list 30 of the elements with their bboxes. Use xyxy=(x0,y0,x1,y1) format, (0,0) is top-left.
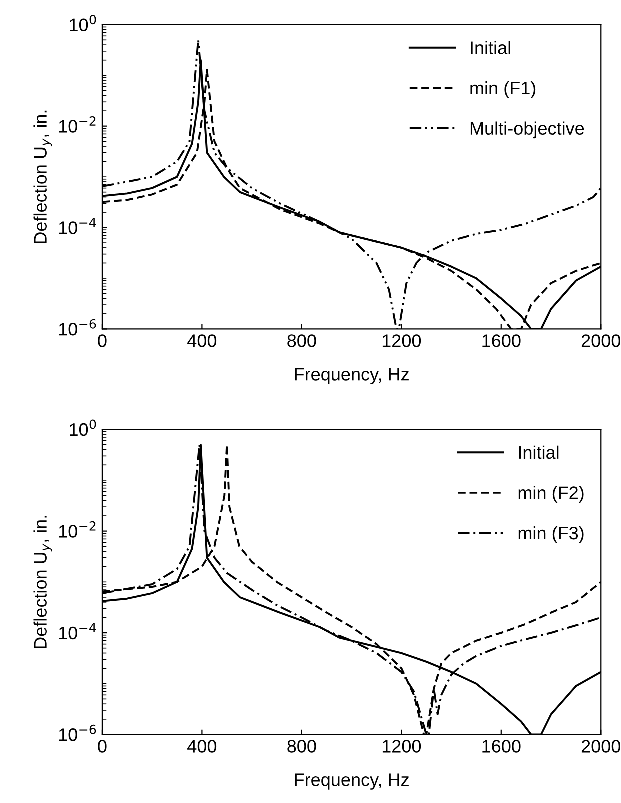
x-tick-label: 1200 xyxy=(382,740,422,753)
legend-label: min (F1) xyxy=(470,81,536,98)
y-tick-label: 10$^{0}$ xyxy=(70,420,96,436)
x-tick-label: 2000 xyxy=(582,334,621,348)
x-tick-label: 800 xyxy=(288,334,316,348)
y-tick-label: 10$^{−6}$ xyxy=(59,724,96,742)
x-tick-label: 800 xyxy=(288,740,316,753)
x-tick-label: 2000 xyxy=(582,740,621,753)
x-axis-title: Frequency, Hz xyxy=(295,774,409,790)
y-tick-label: 10$^{−6}$ xyxy=(59,319,96,336)
y-axis-title: Deflection U$_{y}$, in. xyxy=(34,110,52,244)
y-tick-label: 10$^{−2}$ xyxy=(59,521,96,538)
y-tick-label: 10$^{−4}$ xyxy=(59,623,96,640)
x-tick-label: 400 xyxy=(188,740,217,753)
x-tick-label: 1200 xyxy=(382,334,422,348)
legend-label: Multi-objective xyxy=(470,122,584,139)
y-tick-label: 10$^{0}$ xyxy=(70,15,96,32)
x-tick-label: 400 xyxy=(188,334,217,348)
x-axis-title: Frequency, Hz xyxy=(295,368,409,384)
legend-label: Initial xyxy=(471,41,510,54)
legend-label: min (F2) xyxy=(518,486,584,503)
x-tick-label: 0 xyxy=(98,334,107,348)
x-tick-label: 1600 xyxy=(482,334,521,348)
y-axis-title: Deflection U$_{y}$, in. xyxy=(34,516,52,648)
x-tick-label: 1600 xyxy=(482,740,521,753)
legend-label: Initial xyxy=(519,446,559,460)
legend-label: min (F3) xyxy=(518,526,584,544)
y-tick-label: 10$^{−2}$ xyxy=(59,116,96,133)
x-tick-label: 0 xyxy=(98,740,107,753)
y-tick-label: 10$^{−4}$ xyxy=(59,218,96,234)
